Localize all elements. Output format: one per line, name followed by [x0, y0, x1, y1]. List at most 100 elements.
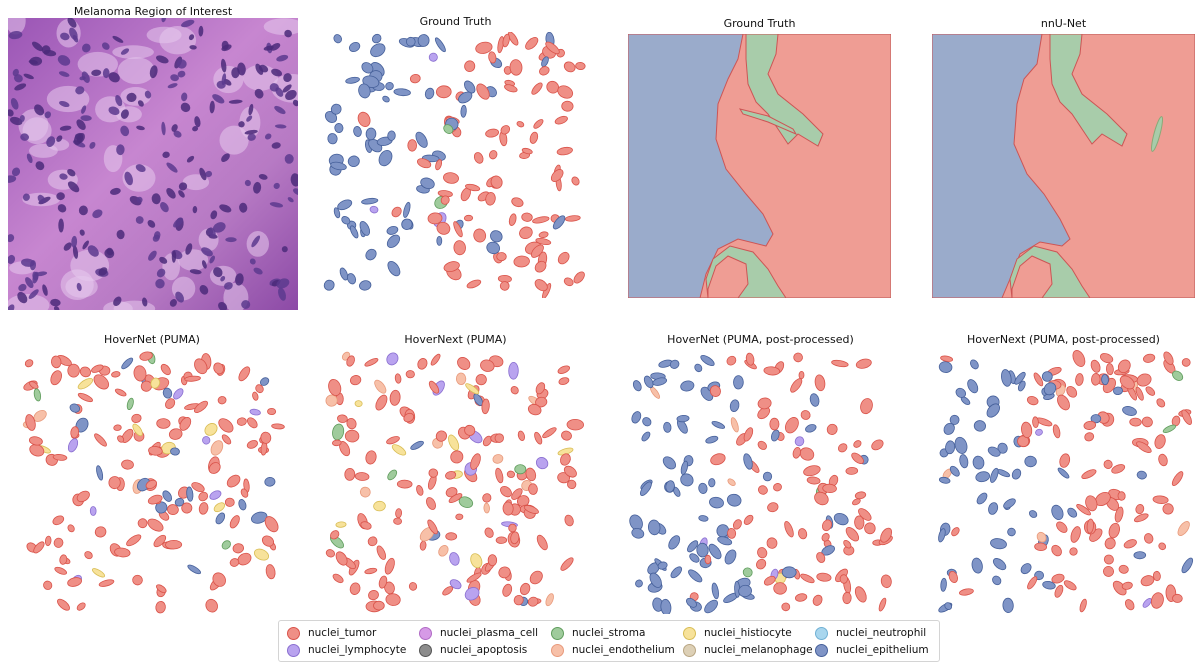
legend-label: nuclei_tumor — [308, 627, 377, 639]
he-nucleus — [22, 193, 30, 201]
nucleus-tumor — [344, 429, 360, 443]
he-nucleus — [176, 59, 187, 69]
nucleus-tumor — [238, 366, 251, 382]
nucleus-tumor — [346, 355, 355, 367]
he-nucleus — [170, 74, 179, 82]
nucleus-tumor — [534, 260, 547, 273]
nucleus-epithelium — [121, 357, 134, 370]
nucleus-epithelium — [1002, 597, 1014, 613]
nucleus-tumor — [726, 355, 737, 366]
nucleus-epithelium — [323, 279, 335, 291]
nucleus-tumor — [756, 558, 767, 570]
tissue-tumor-region — [707, 255, 749, 298]
nucleus-epithelium — [973, 420, 986, 432]
nucleus-tumor — [346, 417, 357, 430]
nucleus-endothelium — [1036, 531, 1047, 543]
nucleus-tumor — [773, 582, 787, 595]
he-nucleus — [177, 70, 186, 78]
nucleus-tumor — [799, 447, 815, 461]
nucleus-tumor — [545, 41, 560, 55]
he-nucleus — [276, 54, 289, 62]
he-nucleus — [212, 222, 226, 233]
nucleus-tumor — [1033, 372, 1044, 387]
nucleus-tumor — [217, 396, 227, 405]
he-nucleus — [50, 298, 61, 307]
nucleus-tumor — [133, 365, 147, 382]
legend-label: nuclei_stroma — [572, 627, 646, 639]
nucleus-stroma — [387, 469, 398, 481]
nucleus-tumor — [271, 423, 285, 430]
nucleus-epithelium — [976, 492, 988, 505]
nucleus-epithelium — [345, 76, 360, 84]
nucleus-histiocyte — [470, 553, 483, 569]
nucleus-tumor — [443, 261, 460, 273]
nucleus-tumor — [951, 527, 960, 537]
nucleus-epithelium — [1113, 386, 1123, 396]
nucleus-epithelium — [708, 478, 716, 488]
nucleus-tumor — [450, 450, 464, 464]
nucleus-epithelium — [668, 535, 681, 550]
he-nucleus — [251, 235, 261, 248]
nucleus-epithelium — [334, 123, 344, 133]
nucleus-epithelium — [358, 83, 371, 99]
nucleus-epithelium — [665, 480, 675, 493]
nucleus-tumor — [508, 523, 517, 533]
nucleus-tumor — [221, 434, 232, 445]
nucleus-stroma — [1172, 370, 1184, 381]
nucleus-epithelium — [337, 199, 353, 211]
he-pale-cytoplasm — [219, 125, 249, 155]
nucleus-tumor — [373, 600, 385, 611]
nucleus-tumor — [798, 371, 805, 380]
nucleus-histiocyte — [335, 521, 347, 528]
he-nucleus — [287, 197, 294, 203]
nucleus-tumor — [1114, 506, 1124, 523]
he-nucleus — [255, 63, 264, 75]
nucleus-epithelium — [348, 41, 361, 53]
nucleus-tumor — [1135, 504, 1145, 515]
nucleus-tumor — [550, 169, 564, 182]
he-nucleus — [269, 202, 283, 208]
nucleus-tumor — [530, 244, 544, 258]
nucleus-tumor — [793, 352, 803, 363]
nucleus-tumor — [113, 424, 122, 431]
nucleus-tumor — [732, 519, 742, 530]
nucleus-tumor — [852, 498, 861, 506]
nucleus-tumor — [1152, 570, 1161, 582]
he-nucleus — [199, 284, 209, 295]
nucleus-tumor — [496, 252, 507, 262]
he-nucleus — [221, 153, 230, 163]
legend-label: nuclei_apoptosis — [440, 644, 528, 656]
nucleus-tumor — [564, 514, 574, 527]
nucleus-tumor — [821, 519, 833, 532]
he-nucleus — [102, 68, 110, 79]
he-nucleus — [198, 25, 204, 37]
nucleus-tumor — [563, 61, 576, 73]
he-nucleus — [37, 194, 46, 204]
nucleus-tumor — [1156, 398, 1166, 408]
he-pale-cytoplasm — [246, 231, 269, 257]
nucleus-tumor — [1079, 598, 1087, 613]
he-tissue-background — [8, 18, 298, 310]
nucleus-tumor — [194, 358, 208, 375]
tissue-stroma-region — [1151, 116, 1163, 152]
nucleus-stroma — [33, 388, 42, 402]
nucleus-tumor — [769, 417, 780, 431]
nucleus-tumor — [1103, 565, 1114, 577]
he-nucleus — [8, 175, 17, 183]
nucleus-tumor — [476, 83, 490, 100]
nucleus-epithelium — [689, 553, 700, 563]
nucleus-histiocyte — [204, 423, 218, 436]
legend-item-neutrophil: nuclei_neutrophil — [815, 626, 926, 640]
he-nucleus — [239, 202, 248, 213]
he-nucleus — [209, 100, 215, 114]
nucleus-tumor — [532, 216, 550, 224]
nucleus-epithelium — [724, 549, 737, 565]
nucleus-epithelium — [680, 473, 694, 487]
nucleus-stroma — [221, 540, 231, 550]
he-nucleus — [8, 254, 16, 264]
nucleus-tumor — [114, 547, 131, 558]
he-nucleus — [136, 196, 143, 203]
nucleus-tumor — [246, 440, 258, 449]
panel-3: Ground Truth — [628, 17, 891, 298]
nucleus-tumor — [93, 374, 110, 390]
